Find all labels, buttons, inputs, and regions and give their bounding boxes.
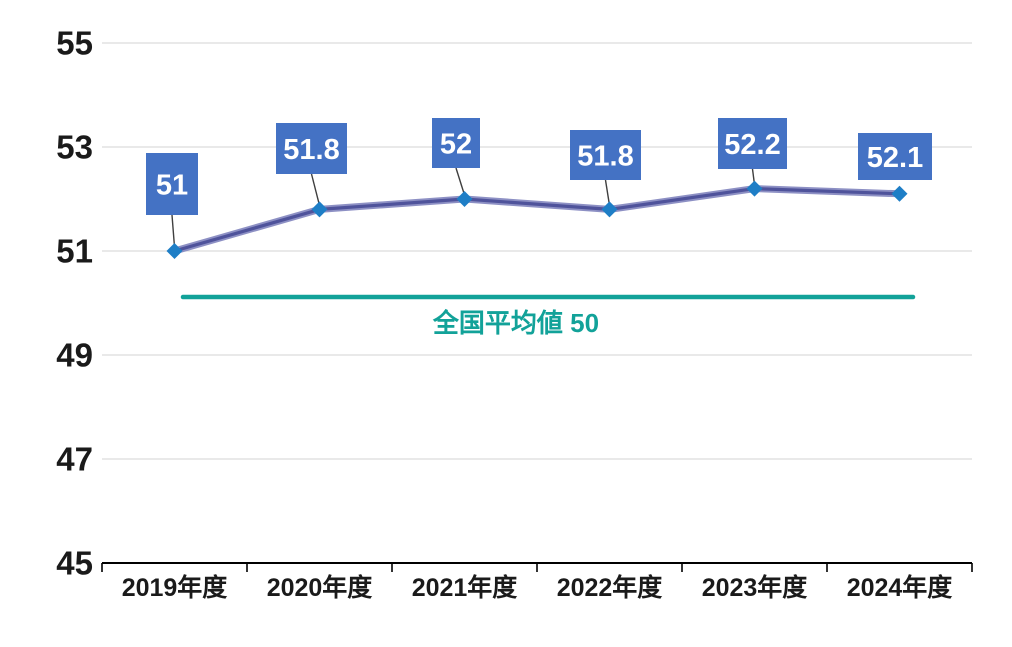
data-label-text: 52.1 xyxy=(867,142,923,174)
x-category-label: 2021年度 xyxy=(412,573,518,602)
data-label-box xyxy=(718,118,787,169)
x-category-label: 2020年度 xyxy=(267,573,373,602)
data-point-marker xyxy=(166,243,183,259)
x-category-label: 2022年度 xyxy=(557,573,663,602)
data-label-box xyxy=(570,130,641,180)
leader-line xyxy=(171,214,176,248)
data-label-box xyxy=(432,118,480,168)
data-label-text: 51 xyxy=(156,169,188,201)
y-tick-label: 51 xyxy=(56,233,93,270)
data-label-text: 51.8 xyxy=(283,134,339,166)
data-label-box xyxy=(276,123,347,174)
data-point-marker xyxy=(601,201,618,218)
data-point-marker xyxy=(456,191,473,207)
leader-line xyxy=(455,167,466,196)
y-tick-label: 55 xyxy=(56,25,93,62)
data-label-box xyxy=(146,153,198,215)
data-point-marker xyxy=(746,180,763,197)
average-line-label: 全国平均値 50 xyxy=(432,308,599,338)
leader-line xyxy=(604,179,611,206)
y-tick-label: 49 xyxy=(56,337,93,374)
series-line xyxy=(172,187,902,253)
y-tick-label: 47 xyxy=(56,441,93,478)
y-tick-label: 45 xyxy=(56,545,93,582)
leader-line xyxy=(310,173,321,206)
y-tick-label: 53 xyxy=(56,129,93,166)
data-point-marker xyxy=(891,185,908,202)
data-point-marker xyxy=(311,201,328,218)
data-label-text: 51.8 xyxy=(577,140,633,172)
x-category-label: 2023年度 xyxy=(702,573,808,602)
data-label-text: 52 xyxy=(440,128,472,160)
x-category-label: 2019年度 xyxy=(122,573,228,602)
x-category-label: 2024年度 xyxy=(847,573,953,602)
data-label-text: 52.2 xyxy=(724,129,780,161)
data-label-box xyxy=(858,133,932,180)
